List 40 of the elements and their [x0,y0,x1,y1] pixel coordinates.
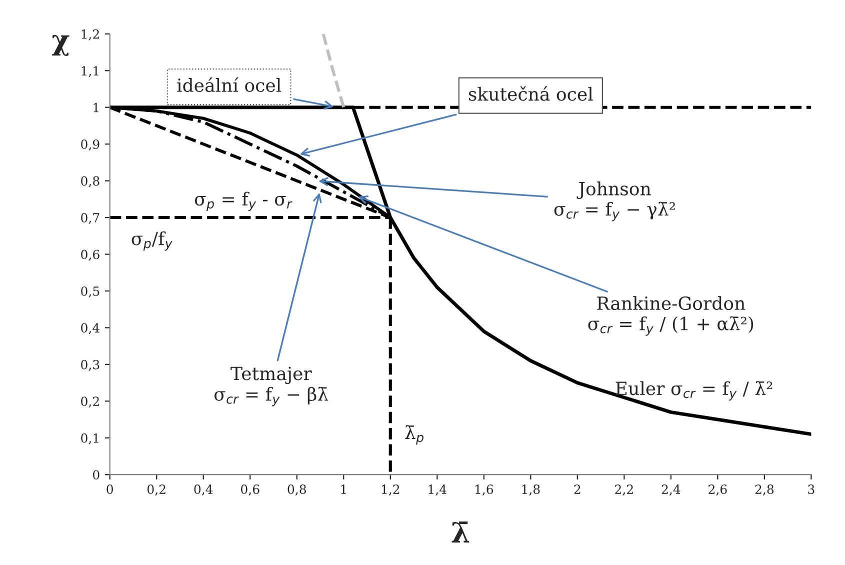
annotation: Rankine-Gordon σ$_{cr}$ = f$_{y}$ / (1 + αλ̄²) [588,296,754,336]
annotation: Tetmajer σ$_{cr}$ = f$_{y}$ − βλ̄ [214,366,328,406]
annotation: ideální ocel [177,77,282,92]
x-tick-label: 1,8 [522,484,540,496]
y-tick-label: 1,1 [82,66,98,78]
x-tick-label: 2,2 [615,484,633,496]
y-tick-label: 0,5 [81,286,100,298]
y-tick-label: 0,4 [81,323,100,334]
x-tick-label: 1 [341,484,346,494]
x-tick-label: 2,4 [662,484,680,496]
x-tick-label: 0,4 [194,484,213,496]
x-tick-label: 0 [106,484,113,494]
annotation: λ̄$_{p}$ [405,425,424,445]
x-tick-label: 0,2 [147,484,166,496]
y-tick-label: 1 [94,102,98,112]
annotation: Johnson σ$_{cr}$ = f$_{y}$ − γλ̄² [554,181,675,222]
x-tick-label: 1,2 [382,484,400,496]
x-tick-label: 0,6 [241,484,260,496]
x-tick-label: 0,8 [288,484,306,496]
x-tick-label: 2,6 [708,484,727,496]
y-tick-label: 0 [93,470,100,480]
y-tick-label: 1,2 [82,29,99,40]
x-tick-label: 2,8 [755,484,774,496]
x-tick-label: 3 [808,484,814,494]
x-tick-label: 2 [574,484,580,494]
annotation: σ$_{p}$/f$_{y}$ [132,231,172,251]
y-tick-label: 0,6 [81,250,100,261]
y-tick-label: 0,1 [81,433,98,444]
y-axis-title: χ [52,34,70,56]
y-tick-label: 0,9 [81,140,100,151]
x-axis-title: λ̄ [452,522,470,543]
annotation: σ$_{p}$ = f$_{y}$ - σ$_{r}$ [194,192,292,212]
annotation: skutečná ocel [468,86,593,101]
annotation: Euler σ$_{cr}$ = f$_{y}$ / λ̄² [616,381,772,401]
y-tick-label: 0,3 [81,360,100,371]
y-tick-label: 0,7 [81,212,100,224]
x-tick-label: 1,4 [428,484,446,496]
y-tick-label: 0,2 [81,396,99,408]
y-tick-label: 0,8 [81,176,100,188]
x-tick-label: 1,6 [475,484,494,496]
